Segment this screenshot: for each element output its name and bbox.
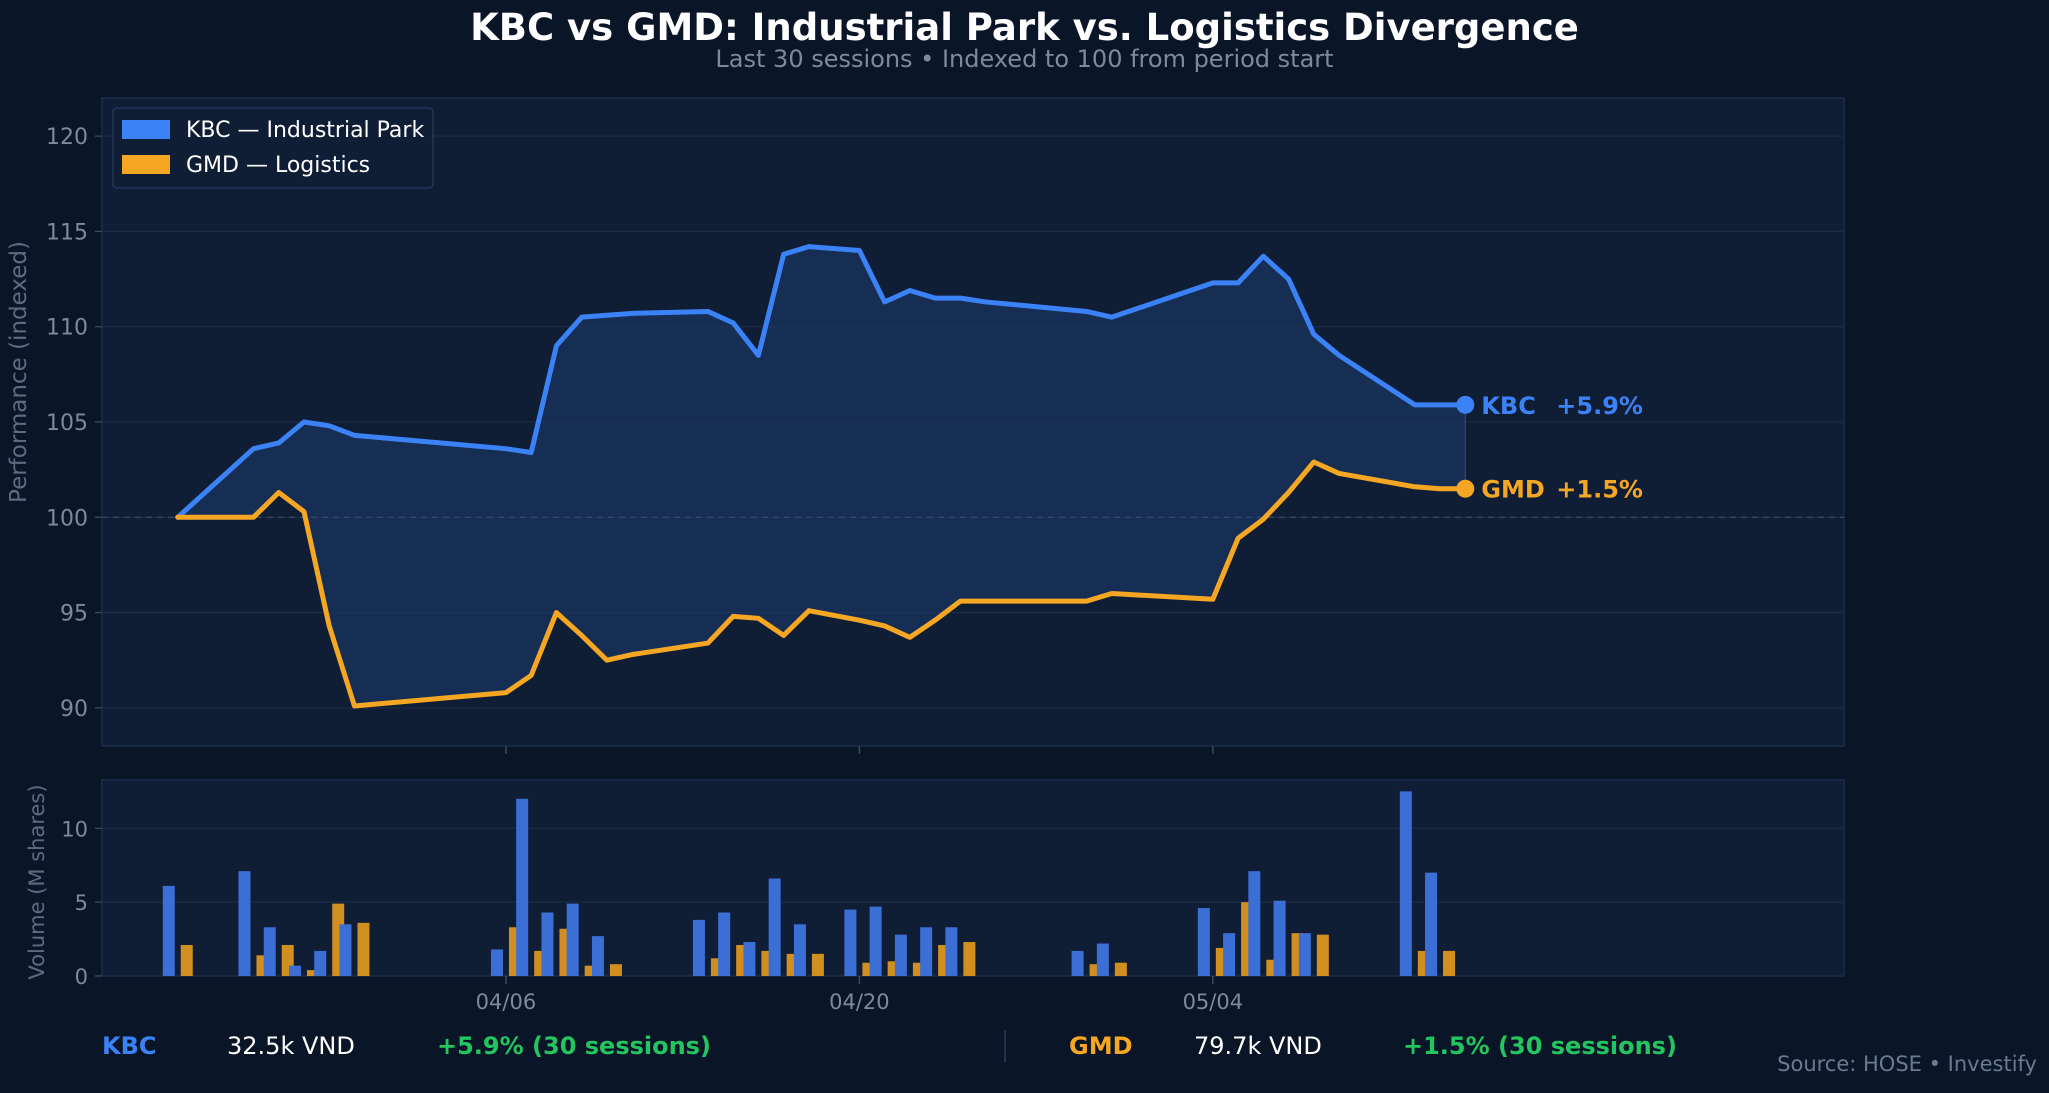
legend-swatch-kbc (122, 120, 170, 139)
volume-bar-gmd (1089, 964, 1102, 976)
volume-bar-gmd (963, 942, 976, 976)
volume-bar-kbc (566, 903, 579, 976)
volume-bar-gmd (306, 970, 319, 976)
chart-title: KBC vs GMD: Industrial Park vs. Logistic… (470, 6, 1579, 49)
chart-subtitle: Last 30 sessions • Indexed to 100 from p… (715, 45, 1334, 73)
volume-bar-kbc (869, 906, 882, 976)
volume-bar-kbc (339, 924, 352, 976)
end-marker-gmd (1456, 479, 1475, 498)
y-tick-label: 105 (46, 411, 88, 436)
footer-kbc-change: +5.9% (30 sessions) (437, 1032, 711, 1060)
legend-swatch-gmd (122, 155, 170, 174)
volume-bar-kbc (1425, 872, 1438, 976)
y-tick-label: 115 (46, 220, 88, 245)
end-label-gmd: GMD (1481, 476, 1545, 504)
volume-y-tick-label: 0 (75, 965, 88, 989)
volume-bar-gmd (1316, 934, 1329, 976)
volume-bar-kbc (1298, 933, 1311, 976)
volume-bar-kbc (516, 798, 529, 976)
y-tick-label: 100 (46, 506, 88, 531)
volume-bar-kbc (894, 934, 907, 976)
y-tick-label: 90 (60, 697, 88, 722)
y-tick-label: 120 (46, 125, 88, 150)
legend: KBC — Industrial Park GMD — Logistics (112, 107, 434, 189)
volume-bar-kbc (1273, 900, 1286, 976)
volume-bar-gmd (1443, 950, 1456, 976)
series-line-gmd (175, 459, 1468, 709)
series-line-kbc (175, 244, 1468, 520)
volume-bar-gmd (357, 922, 370, 976)
legend-box (112, 107, 434, 189)
y-axis-label: Performance (indexed) (6, 241, 32, 503)
volume-y-axis-label: Volume (M shares) (25, 784, 49, 979)
source-note: Source: HOSE • Investify (1777, 1052, 2037, 1076)
volume-bar-kbc (1248, 871, 1261, 976)
y-tick-label: 110 (46, 316, 88, 341)
volume-bar-kbc (768, 878, 781, 976)
volume-bar-gmd (811, 953, 824, 976)
volume-bar-kbc (490, 949, 503, 976)
volume-bar-kbc (288, 965, 301, 976)
volume-bar-kbc (945, 927, 958, 976)
volume-bar-kbc (1071, 950, 1084, 976)
footer-kbc-price: 32.5k VND (227, 1032, 355, 1060)
volume-bar-kbc (1399, 791, 1412, 976)
volume-bar-kbc (1223, 933, 1236, 976)
footer-kbc-symbol: KBC (102, 1032, 157, 1060)
volume-bar-gmd (180, 944, 193, 976)
legend-label-kbc: KBC — Industrial Park (186, 118, 424, 143)
volume-bar-kbc (314, 950, 327, 976)
volume-bar-kbc (920, 927, 933, 976)
y-tick-label: 95 (60, 602, 88, 627)
volume-bar-gmd (609, 964, 622, 976)
volume-bar-kbc (692, 919, 705, 976)
legend-label-gmd: GMD — Logistics (186, 153, 370, 178)
end-marker-kbc (1456, 395, 1475, 414)
volume-bar-kbc (162, 885, 175, 976)
end-label-kbc: KBC (1481, 392, 1536, 420)
footer-gmd-price: 79.7k VND (1194, 1032, 1322, 1060)
volume-bar-kbc (238, 871, 251, 976)
volume-bar-kbc (1197, 908, 1210, 976)
volume-bar-gmd (1114, 962, 1127, 976)
x-tick-label: 04/20 (829, 990, 890, 1014)
volume-bar-kbc (1096, 943, 1109, 976)
volume-bar-kbc (718, 912, 731, 976)
x-tick-label: 05/04 (1183, 990, 1244, 1014)
footer-gmd-symbol: GMD (1069, 1032, 1133, 1060)
footer-gmd-change: +1.5% (30 sessions) (1403, 1032, 1677, 1060)
volume-bar-gmd (584, 965, 597, 976)
volume-bar-kbc (844, 909, 857, 976)
volume-y-tick-label: 5 (75, 891, 88, 915)
volume-bar-kbc (263, 927, 276, 976)
volume-bar-kbc (541, 912, 554, 976)
volume-bar-kbc (793, 924, 806, 976)
footer-divider (1004, 1030, 1006, 1062)
end-change-gmd: +1.5% (1556, 476, 1643, 504)
end-change-kbc: +5.9% (1556, 392, 1643, 420)
x-tick-label: 04/06 (476, 990, 537, 1014)
volume-y-tick-label: 10 (61, 817, 88, 841)
volume-bar-kbc (743, 942, 756, 976)
divergence-fill (177, 246, 1466, 706)
volume-bar-kbc (591, 936, 604, 976)
